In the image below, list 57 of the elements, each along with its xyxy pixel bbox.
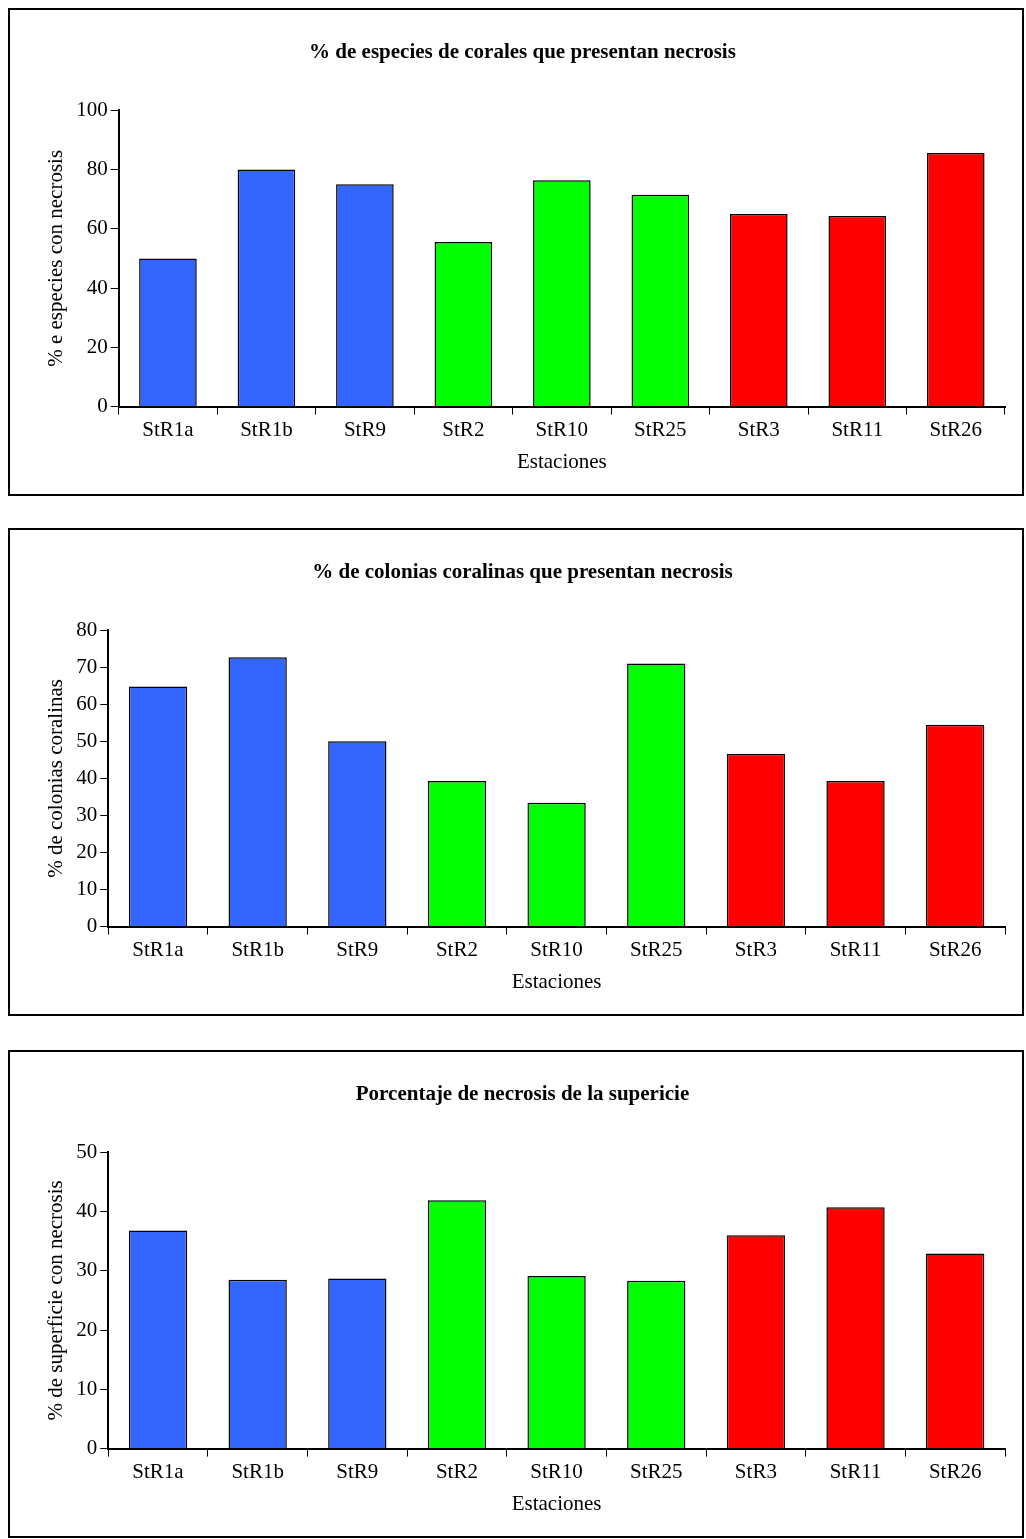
x-tick-label: StR10 [530, 936, 583, 961]
y-tick-label: 70 [76, 653, 98, 678]
x-tick-label: StR3 [734, 936, 777, 961]
x-tick-label: StR9 [343, 416, 386, 441]
x-tick-label: StR10 [530, 1458, 583, 1483]
y-tick-label: 0 [86, 913, 98, 938]
y-tick-label: 20 [76, 839, 98, 864]
y-tick-label: 10 [76, 1375, 98, 1400]
x-tick-label: StR26 [928, 1458, 982, 1483]
y-tick-label: 0 [97, 393, 108, 418]
y-tick-label: 20 [86, 333, 108, 358]
x-tick-label: StR1a [142, 416, 195, 441]
y-tick-label: 50 [76, 727, 98, 752]
x-tick-label: StR26 [929, 416, 983, 441]
x-tick-label: StR25 [629, 1458, 683, 1483]
x-axis-title: Estaciones [516, 448, 607, 473]
x-tick-label: StR10 [535, 416, 589, 441]
y-tick-label: 10 [76, 876, 98, 901]
x-tick-label: StR2 [442, 416, 485, 441]
x-tick-label: StR2 [435, 936, 478, 961]
x-tick-label: StR25 [634, 416, 687, 441]
chart-title: % de colonias coralinas que presentan necrosis [312, 559, 733, 584]
y-tick-label: 30 [76, 1257, 98, 1282]
y-tick-label: 100 [76, 96, 108, 121]
x-axis-title: Estaciones [511, 968, 602, 993]
y-axis-title: % de superficie con necrosis [43, 1180, 68, 1421]
y-tick-label: 20 [76, 1316, 98, 1341]
x-tick-label: StR3 [734, 1458, 777, 1483]
chart-title: % de especies de corales que presentan necrosis [309, 39, 736, 64]
x-tick-label: StR1b [231, 936, 284, 961]
y-axis-title: % de colonias coralinas [43, 678, 68, 878]
y-tick-label: 40 [76, 764, 98, 789]
y-tick-label: 60 [76, 690, 98, 715]
x-tick-label: StR3 [737, 416, 780, 441]
x-tick-label: StR11 [829, 936, 882, 961]
y-tick-label: 80 [86, 156, 108, 180]
y-tick-label: 0 [86, 1435, 98, 1460]
x-tick-label: StR9 [336, 936, 379, 961]
y-tick-label: 80 [76, 616, 98, 641]
x-tick-label: StR1b [231, 1458, 284, 1483]
x-tick-label: StR11 [831, 416, 884, 441]
x-axis-title: Estaciones [511, 1490, 602, 1515]
y-tick-label: 60 [86, 215, 108, 240]
y-axis-title: % e especies con necrosis [43, 149, 68, 367]
y-tick-label: 40 [86, 274, 108, 299]
y-tick-label: 30 [76, 801, 98, 826]
y-tick-label: 50 [76, 1138, 98, 1163]
x-tick-label: StR1a [132, 1458, 185, 1483]
x-tick-label: StR9 [336, 1458, 379, 1483]
x-tick-label: StR1a [132, 936, 185, 961]
y-tick-label: 40 [76, 1198, 98, 1222]
x-tick-label: StR2 [435, 1458, 478, 1483]
x-tick-label: StR11 [829, 1458, 882, 1483]
chart-title: Porcentaje de necrosis de la supericie [355, 1081, 690, 1106]
x-tick-label: StR26 [928, 936, 982, 961]
x-tick-label: StR25 [629, 936, 683, 961]
x-tick-label: StR1b [240, 416, 293, 441]
